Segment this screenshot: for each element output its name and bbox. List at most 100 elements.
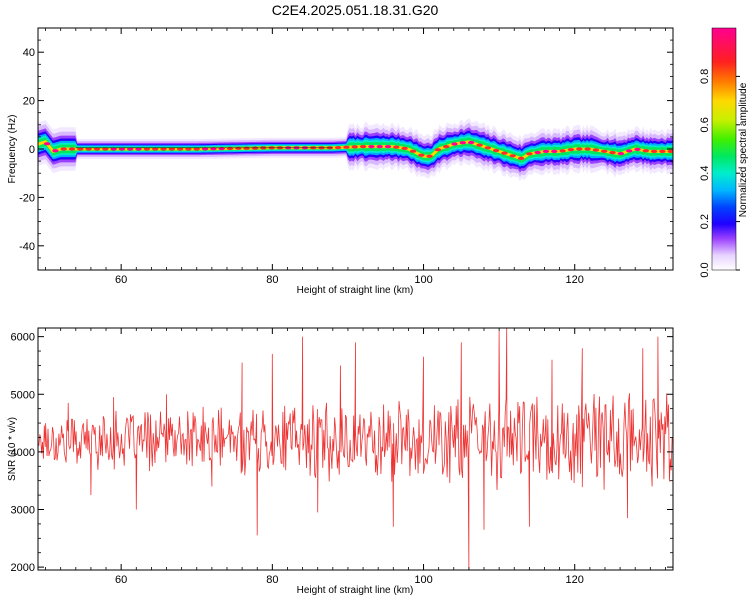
spectrogram-peak — [168, 147, 175, 151]
snr-x-label: Height of straight line (km) — [297, 585, 414, 596]
spectrogram-peak — [143, 147, 151, 151]
spectrogram-peak — [384, 145, 392, 149]
spectrogram-peak — [218, 147, 225, 151]
spectrogram-peak — [376, 145, 383, 149]
spectrogram-peak — [201, 147, 209, 151]
spectrogram-peak — [584, 147, 591, 151]
snr-x-tick-label: 60 — [115, 574, 127, 586]
spectrogram-heatmap — [38, 118, 673, 182]
snr-frame — [37, 327, 674, 571]
spectrogram-peak — [659, 149, 666, 153]
spectrogram-peak — [343, 145, 350, 149]
spectrogram-peak — [617, 152, 624, 156]
colorbar: 0.0 0.2 0.4 0.6 0.8 Normalized spectral ampl… — [699, 27, 749, 278]
spectrogram-peak — [434, 148, 442, 152]
spectrogram-peak — [127, 147, 134, 151]
spectrogram-peak — [118, 147, 126, 151]
spectrogram-peak — [409, 149, 417, 153]
spectrogram-y-tick-label: 40 — [23, 47, 35, 59]
colorbar-label: Normalized spectral amplitude — [738, 82, 749, 217]
spectrogram-peak — [634, 147, 641, 151]
snr-y-tick-label: 4000 — [11, 447, 35, 459]
spectrogram-peak — [110, 147, 117, 151]
spectrogram-peak — [526, 152, 533, 156]
spectrogram-peak — [626, 149, 633, 153]
snr-y-tick-label: 2000 — [11, 562, 35, 574]
spectrogram-peak — [235, 146, 242, 150]
colorbar-tick-label: 0.4 — [699, 166, 711, 181]
spectrogram-x-tick-label: 120 — [566, 274, 584, 286]
spectrogram-x-axis: 60 80 100 120 — [45, 28, 666, 286]
snr-panel: 60 80 100 120 2000 3000 4000 5000 6000 Height o… — [7, 327, 674, 596]
colorbar-tick-label: 0.6 — [699, 117, 711, 132]
spectrogram-peak — [642, 149, 649, 153]
spectrogram-peak — [542, 149, 550, 153]
snr-x-tick-label: 120 — [566, 574, 584, 586]
spectrogram-peak — [551, 149, 558, 153]
spectrogram-peak — [451, 142, 458, 146]
snr-y-tick-label: 5000 — [11, 389, 35, 401]
snr-x-axis: 60 80 100 120 — [45, 328, 666, 586]
snr-y-tick-label: 3000 — [11, 505, 35, 517]
spectrogram-peak — [43, 142, 51, 146]
spectrogram-x-tick-label: 100 — [414, 274, 432, 286]
spectrogram-peak — [393, 145, 400, 149]
spectrogram-peak — [93, 147, 101, 151]
spectrogram-peak — [667, 149, 673, 153]
spectrogram-peak — [85, 147, 92, 151]
spectrogram-panel: 60 80 100 120 -40 -20 0 20 40 Height of straigh… — [7, 27, 674, 296]
colorbar-tick-label: 0.8 — [699, 69, 711, 84]
spectrogram-y-tick-label: -40 — [19, 241, 35, 253]
spectrogram-peak — [185, 147, 192, 151]
spectrogram-peak — [501, 151, 508, 155]
spectrogram-peak — [334, 146, 342, 150]
colorbar-ticks: 0.0 0.2 0.4 0.6 0.8 — [699, 69, 740, 278]
spectrogram-peak — [576, 147, 583, 151]
spectrogram-peak — [160, 147, 167, 151]
spectrogram-peak — [176, 147, 184, 151]
spectrogram-peak — [601, 149, 608, 153]
snr-x-tick-label: 80 — [266, 574, 278, 586]
spectrogram-peak — [60, 147, 67, 151]
spectrogram-peak — [243, 146, 250, 150]
spectrogram-peak — [459, 141, 466, 145]
spectrogram-peak — [401, 146, 408, 150]
spectrogram-peak — [68, 147, 76, 151]
spectrogram-y-label: Frequency (Hz) — [7, 115, 18, 184]
spectrogram-peak — [517, 156, 525, 160]
spectrogram-peak — [135, 147, 142, 151]
spectrogram-peak — [368, 145, 375, 149]
spectrogram-peak — [567, 148, 575, 152]
snr-y-axis: 2000 3000 4000 5000 6000 — [11, 332, 673, 574]
spectrogram-y-tick-label: -20 — [19, 192, 35, 204]
spectrogram-x-label: Height of straight line (km) — [297, 285, 414, 296]
spectrogram-peak — [193, 147, 200, 151]
spectrogram-peak — [468, 140, 475, 145]
figure-title: C2E4.2025.051.18.31.G20 — [272, 2, 439, 18]
spectrogram-x-tick-label: 60 — [115, 274, 127, 286]
spectrogram-peak — [102, 147, 109, 151]
spectrogram-y-tick-label: 0 — [29, 144, 35, 156]
spectrogram-peak — [251, 146, 259, 150]
spectrogram-peak — [443, 145, 450, 149]
spectrogram-peak — [592, 148, 600, 152]
spectrogram-y-axis: -40 -20 0 20 40 — [19, 27, 673, 271]
spectrogram-peak — [351, 145, 358, 149]
spectrogram-peak — [418, 153, 425, 157]
spectrogram-peak — [359, 145, 367, 149]
colorbar-gradient — [711, 27, 737, 271]
spectrogram-peak — [476, 143, 483, 147]
spectrogram-peak — [509, 154, 516, 158]
snr-series-line — [38, 328, 673, 570]
spectrogram-peak — [650, 149, 658, 153]
snr-y-tick-label: 6000 — [11, 332, 35, 344]
spectrogram-peak — [52, 149, 59, 153]
spectrogram-peak — [559, 149, 566, 153]
colorbar-tick-label: 0.0 — [699, 262, 711, 277]
spectrogram-peak — [492, 148, 500, 153]
spectrogram-peak — [609, 151, 616, 155]
snr-y-label: SNR (10 * v/v) — [7, 417, 18, 481]
colorbar-tick-label: 0.2 — [699, 214, 711, 229]
spectrogram-peak — [534, 150, 541, 155]
